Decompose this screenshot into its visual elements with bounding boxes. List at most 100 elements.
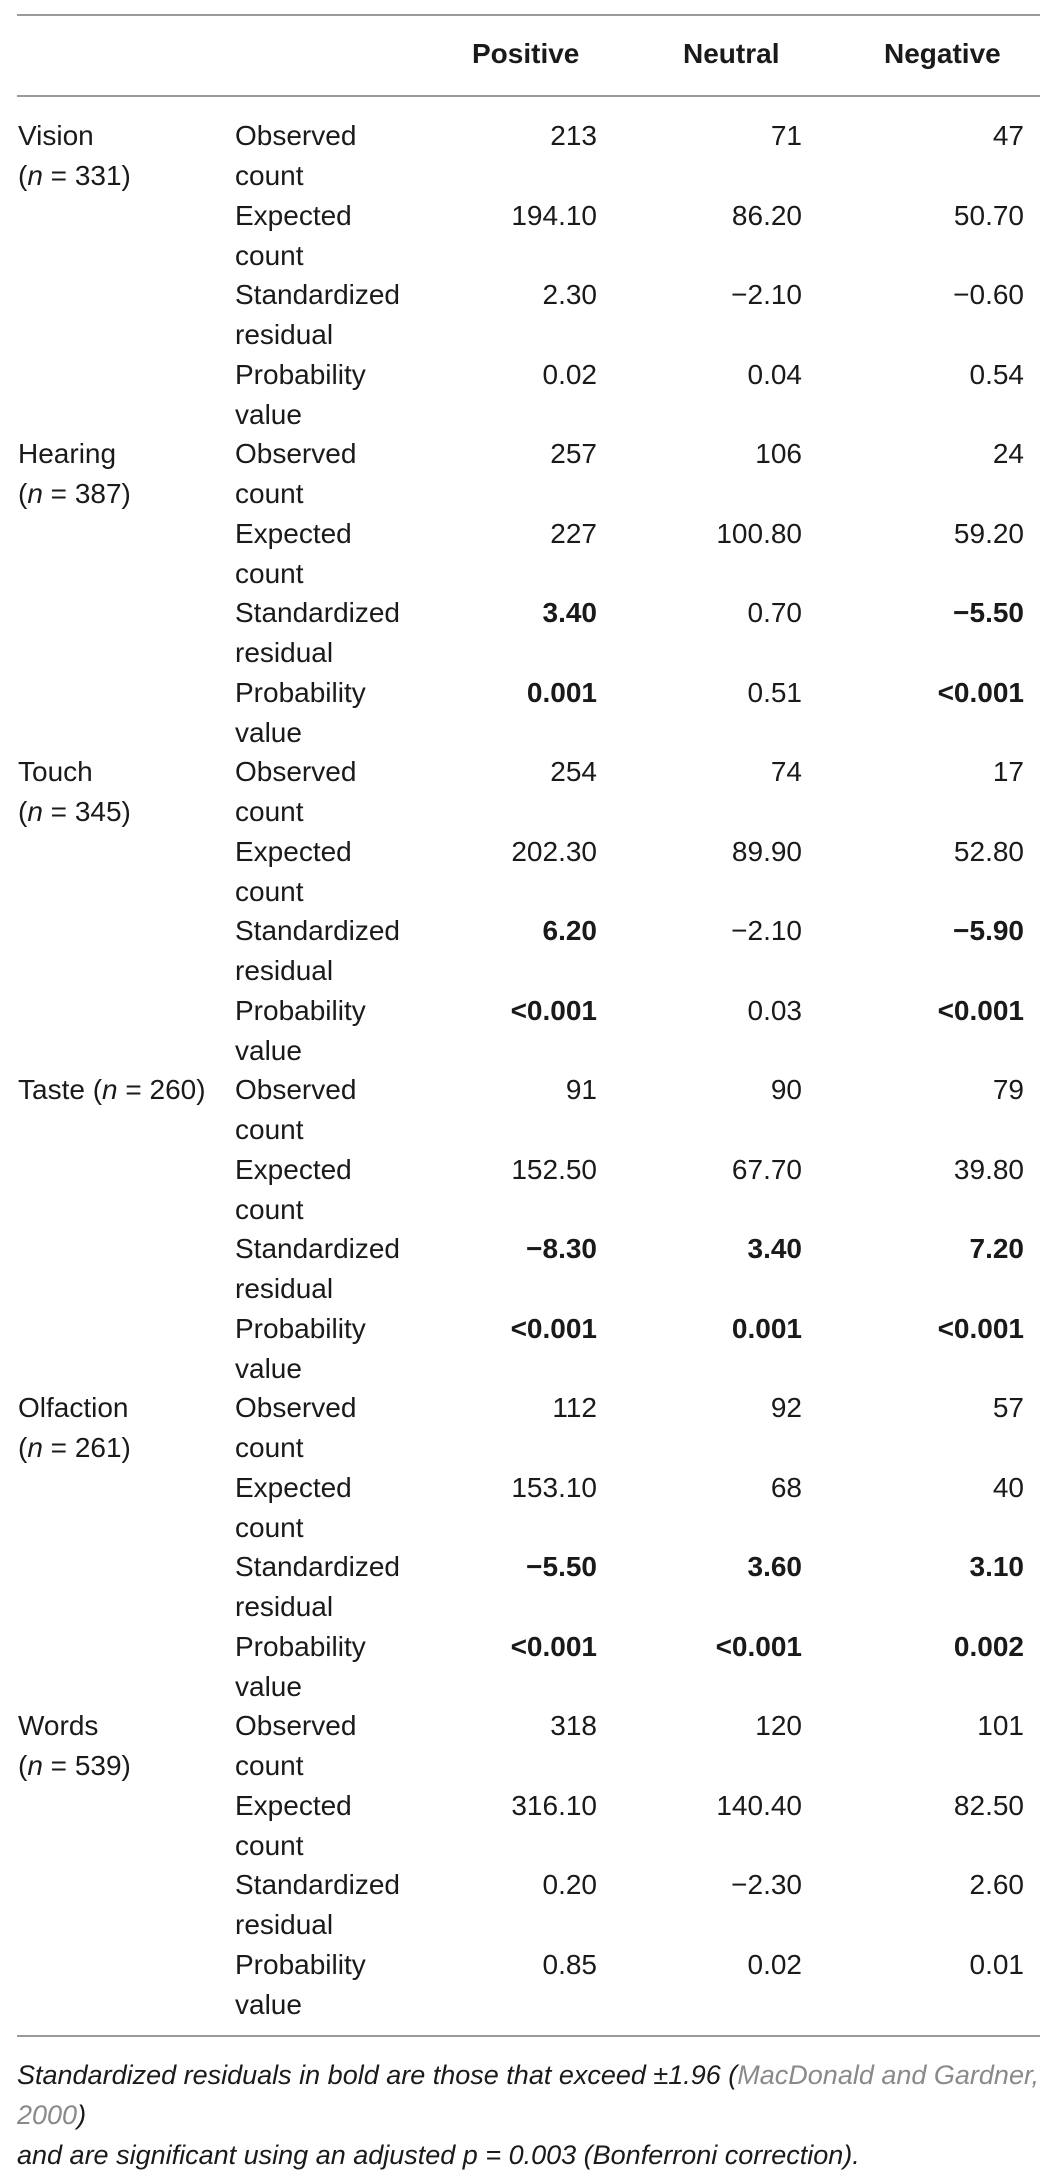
value-cell-negative: 40 <box>992 1471 1024 1503</box>
value-cell-negative: 101 <box>977 1710 1024 1741</box>
stat-label-line: Probability <box>235 1948 366 1980</box>
value-cell-neutral: 0.001 <box>731 1312 802 1344</box>
value-cell-negative: <0.001 <box>937 994 1024 1026</box>
footnote-text-end: ) <box>77 2100 87 2130</box>
stat-label-line: residual <box>235 637 334 668</box>
header-neutral: Neutral <box>683 38 780 69</box>
value-cell-negative: 52.80 <box>953 835 1024 867</box>
stat-label-line: Standardized <box>235 279 401 310</box>
stat-label: Standardized residual <box>235 593 400 673</box>
sense-name: Vision <box>18 120 94 151</box>
stat-label-line: Probability <box>235 1312 366 1344</box>
stat-label-line: value <box>235 1352 302 1384</box>
value-cell-negative: 0.54 <box>969 358 1025 390</box>
value-cell-neutral: 106 <box>755 438 802 469</box>
table-row: Standardized residual 2.30 −2.10 −0.60 <box>0 275 1057 355</box>
stat-label-line: Standardized <box>235 1233 401 1264</box>
table-row: Standardized residual 0.20 −2.30 2.60 <box>0 1865 1057 1945</box>
value-cell-neutral: <0.001 <box>715 1630 802 1662</box>
value-cell-neutral: 71 <box>770 120 802 151</box>
stat-label-line: Probability <box>235 1630 366 1662</box>
stat-label: Observed count <box>235 116 356 196</box>
value-cell-negative: 59.20 <box>953 517 1024 549</box>
stat-label: Standardized residual <box>235 1547 400 1627</box>
table-row: Expected count 202.30 89.90 52.80 <box>0 832 1057 912</box>
stat-label-line: residual <box>235 955 334 986</box>
value-cell-neutral: 0.51 <box>747 676 803 708</box>
stat-label-line: Observed <box>235 120 357 151</box>
value-cell-neutral: 0.03 <box>747 994 803 1026</box>
stat-label-line: Expected <box>235 517 352 549</box>
sense-label: Vision (n = 331) <box>18 116 131 196</box>
value-cell-negative: 0.01 <box>969 1948 1025 1980</box>
value-cell-positive: −8.30 <box>526 1233 597 1264</box>
value-cell-neutral: −2.30 <box>731 1869 802 1900</box>
sense-label: Taste (n = 260) <box>18 1070 206 1110</box>
footnote-text: Standardized residuals in bold are those… <box>17 2060 738 2090</box>
header-positive: Positive <box>472 38 580 69</box>
table-row: Words (n = 539) Observed count 318 120 101 <box>0 1706 1057 1786</box>
value-cell-negative: 24 <box>992 438 1024 469</box>
value-cell-neutral: 3.40 <box>747 1233 803 1264</box>
value-cell-positive: <0.001 <box>510 994 597 1026</box>
sense-name: Touch <box>18 756 93 787</box>
sense-name: Taste (n = 260) <box>18 1074 206 1105</box>
value-cell-positive: 3.40 <box>542 597 598 628</box>
stat-label-line: count <box>235 557 304 589</box>
value-cell-negative: −5.50 <box>953 597 1024 628</box>
stat-label-line: count <box>235 1114 304 1145</box>
header-rule <box>17 95 1040 97</box>
value-cell-positive: 318 <box>550 1710 597 1741</box>
stat-label-line: Observed <box>235 1392 357 1423</box>
stat-label-line: Standardized <box>235 915 401 946</box>
stat-label-line: residual <box>235 1909 334 1940</box>
sense-n: (n = 387) <box>18 478 131 509</box>
value-cell-negative: 47 <box>992 120 1024 151</box>
value-cell-positive: 0.85 <box>542 1948 598 1980</box>
sense-n: (n = 345) <box>18 796 131 827</box>
stat-label: Observed count <box>235 1388 356 1468</box>
stat-label: Observed count <box>235 1070 356 1150</box>
stat-label-line: Probability <box>235 676 366 708</box>
sense-label: Words (n = 539) <box>18 1706 131 1786</box>
value-cell-negative: 79 <box>992 1074 1024 1105</box>
stat-label-line: Expected <box>235 1153 352 1185</box>
stat-label: Expected count <box>235 1786 352 1866</box>
value-cell-positive: 6.20 <box>542 915 598 946</box>
value-cell-positive: 227 <box>550 517 597 549</box>
bottom-rule <box>17 2035 1040 2037</box>
table-row: Hearing (n = 387) Observed count 257 106 24 <box>0 434 1057 514</box>
table-row: Expected count 227 100.80 59.20 <box>0 514 1057 594</box>
stat-label-line: residual <box>235 319 334 350</box>
stat-label-line: count <box>235 1432 304 1463</box>
value-cell-positive: 254 <box>550 756 597 787</box>
stat-label-line: Probability <box>235 994 366 1026</box>
value-cell-neutral: −2.10 <box>731 279 802 310</box>
value-cell-negative: 2.60 <box>969 1869 1025 1900</box>
value-cell-positive: −5.50 <box>526 1551 597 1582</box>
stat-label-line: count <box>235 1511 304 1543</box>
header-negative: Negative <box>884 38 1001 69</box>
stat-label: Probability value <box>235 1309 366 1389</box>
sense-n: (n = 261) <box>18 1432 131 1463</box>
value-cell-positive: <0.001 <box>510 1630 597 1662</box>
value-cell-negative: −0.60 <box>953 279 1024 310</box>
stat-label: Standardized residual <box>235 1229 400 1309</box>
stat-label-line: Observed <box>235 1074 357 1105</box>
value-cell-positive: 2.30 <box>542 279 598 310</box>
value-cell-positive: 152.50 <box>511 1153 597 1185</box>
sense-label: Touch (n = 345) <box>18 752 131 832</box>
sense-label: Hearing (n = 387) <box>18 434 131 514</box>
table-row: Probability value <0.001 <0.001 0.002 <box>0 1627 1057 1707</box>
value-cell-negative: 57 <box>992 1392 1024 1423</box>
stat-label: Probability value <box>235 1945 366 2025</box>
table-footnote: Standardized residuals in bold are those… <box>17 2055 1047 2175</box>
value-cell-positive: 213 <box>550 120 597 151</box>
sense-n: (n = 539) <box>18 1750 131 1781</box>
value-cell-neutral: 0.04 <box>747 358 803 390</box>
stat-label-line: residual <box>235 1591 334 1622</box>
stat-label-line: count <box>235 1193 304 1225</box>
stat-label: Standardized residual <box>235 275 400 355</box>
table-row: Expected count 194.10 86.20 50.70 <box>0 196 1057 276</box>
value-cell-neutral: 100.80 <box>716 517 802 549</box>
